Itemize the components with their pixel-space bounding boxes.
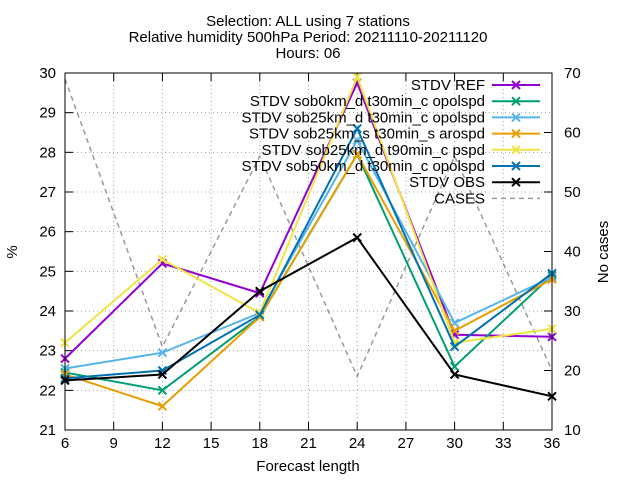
y-tick-label: 24 [39,303,56,320]
legend-label: STDV sob25km_d t90min_c pspd [262,142,485,159]
title-line-2: Relative humidity 500hPa Period: 2021111… [129,29,488,46]
data-point-b [449,341,460,352]
legend-marker-b [511,80,521,90]
y2-tick-label: 50 [564,184,581,201]
x-axis-label: Forecast length [256,458,359,475]
chart-title: Selection: ALL using 7 stations Relative… [129,13,488,62]
legend-marker-b [511,161,521,171]
y-tick-label: 27 [39,184,56,201]
legend-label: STDV REF [411,77,485,94]
data-point-b [157,254,168,265]
data-point-b [352,123,362,134]
data-point-b [352,135,362,146]
data-point-b [157,347,168,358]
data-point-b [157,369,168,380]
title-line-1: Selection: ALL using 7 stations [206,13,410,30]
legend-label: STDV sob25km_s t30min_s arospd [249,126,485,143]
x-tick-label: 33 [495,435,512,452]
x-tick-label: 15 [203,435,220,452]
y-tick-label: 22 [39,382,56,399]
legend-marker-b [511,145,521,155]
series-line [64,152,553,408]
y2-tick-label: 70 [564,65,581,82]
x-tick-label: 12 [154,435,171,452]
series-line [64,126,553,380]
x-tick-label: 36 [544,435,561,452]
y-axis-label: % [4,245,21,258]
series-line [64,236,553,398]
series-7 [64,78,553,379]
y2-tick-label: 60 [564,125,581,142]
x-tick-label: 21 [300,435,317,452]
title-line-3: Hours: 06 [275,45,340,62]
y-tick-label: 30 [39,65,56,82]
legend-label: CASES [434,190,485,207]
y2-tick-label: 40 [564,244,581,261]
data-point-b [449,369,460,380]
y2-tick-label: 20 [564,363,581,380]
data-point-b [255,310,265,320]
data-point-b [352,149,362,160]
legend-label: STDV OBS [409,174,485,191]
y2-tick-label: 10 [564,422,581,439]
data-point-b [255,286,265,296]
x-tick-label: 30 [446,435,463,452]
y-tick-label: 26 [39,224,56,241]
data-point-b [157,401,168,411]
series-line [64,138,553,370]
series-line [64,74,553,344]
legend-marker-b [511,112,521,123]
tick-labels: 6 9 12 15 18 21 24 27 30 33 36 21 22 23 24 25 26 27 28 29 30… [39,65,580,452]
y-tick-label: 21 [39,422,56,439]
x-tick-label: 6 [61,435,69,452]
data-point-b [352,72,362,82]
x-tick-label: 24 [349,435,366,452]
y-tick-label: 23 [39,343,56,360]
y-tick-label: 25 [39,263,56,280]
series-line [64,78,553,379]
legend-marker-b [511,177,521,187]
legend-label: STDV sob25km_d t30min_c opolspd [242,109,485,126]
y2-axis-label: No cases [595,221,612,284]
y2-tick-label: 30 [564,303,581,320]
legend-label: STDV sob50km_d t30min_c opolspd [242,158,485,175]
legend-marker-b [511,96,521,106]
legend-marker-b [511,128,521,139]
x-tick-label: 27 [398,435,415,452]
x-tick-label: 18 [251,435,268,452]
x-tick-label: 9 [110,435,118,452]
plot-frame [64,72,553,431]
data-point-b [157,385,168,396]
y-tick-label: 28 [39,144,56,161]
y-tick-label: 29 [39,105,56,122]
legend-label: STDV sob0km_d t30min_c opolspd [250,93,485,110]
data-point-b [352,232,362,243]
